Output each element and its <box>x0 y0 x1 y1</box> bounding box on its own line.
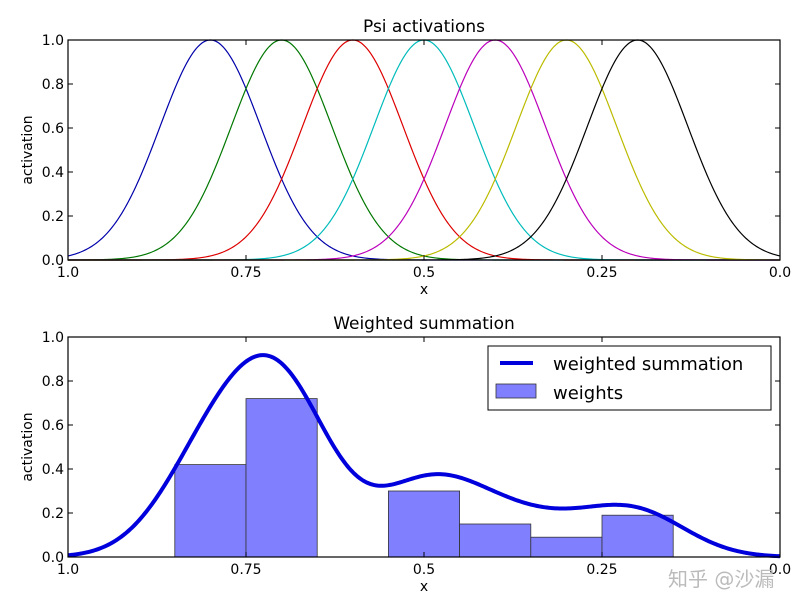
weighted-summation-line <box>67 353 781 559</box>
psi-curve <box>68 39 780 261</box>
y-tick-label: 0.6 <box>42 418 64 434</box>
weighted-summation-plot: Weighted summation x activation 1.0 0.75 0… <box>20 314 791 595</box>
weight-bar <box>530 536 603 558</box>
plot-title: Weighted summation <box>333 314 515 334</box>
weight-bar <box>387 490 460 558</box>
y-tick-label: 0.2 <box>42 209 64 225</box>
watermark: 知乎 @沙漏 <box>668 567 774 591</box>
y-tick-label: 0.6 <box>42 121 64 137</box>
psi-curve <box>68 39 780 261</box>
y-tick-label: 0.2 <box>42 506 64 522</box>
psi-activations-plot: Psi activations x activation 1.0 0.75 0.5 0… <box>20 17 791 298</box>
weight-bar <box>601 514 674 558</box>
psi-curve <box>68 39 780 261</box>
psi-curve <box>67 39 780 261</box>
x-tick-label: 0.75 <box>230 265 261 281</box>
y-tick-label: 0.0 <box>42 253 64 269</box>
legend-box <box>487 345 772 411</box>
y-tick-label: 1.0 <box>42 330 64 346</box>
y-tick-label: 0.8 <box>42 77 64 93</box>
legend-label-weighted-summation: weighted summation <box>553 354 743 375</box>
weight-bar <box>174 464 247 558</box>
x-axis-label: x <box>420 579 428 595</box>
x-tick-label: 0.0 <box>769 562 791 578</box>
psi-curve <box>68 39 781 261</box>
x-tick-label: 0.75 <box>230 562 261 578</box>
y-tick-label: 0.4 <box>42 462 64 478</box>
y-tick-label: 0.0 <box>42 550 64 566</box>
legend-label-weights: weights <box>553 383 623 404</box>
plot-frame <box>67 39 781 261</box>
x-tick-label: 1.0 <box>57 562 79 578</box>
x-axis-label: x <box>420 282 428 298</box>
x-tick-label: 0.5 <box>413 265 435 281</box>
y-axis-label: activation <box>20 115 36 184</box>
weight-bar <box>459 523 532 558</box>
y-axis-label: activation <box>20 412 36 481</box>
y-tick-label: 0.4 <box>42 165 64 181</box>
legend-bar-swatch <box>495 383 537 399</box>
x-tick-label: 0.5 <box>413 562 435 578</box>
plot-title: Psi activations <box>363 17 485 37</box>
y-tick-label: 0.8 <box>42 374 64 390</box>
psi-curve <box>68 39 780 261</box>
weight-bar <box>245 398 318 558</box>
x-tick-label: 0.25 <box>586 265 617 281</box>
x-tick-label: 0.25 <box>586 562 617 578</box>
x-tick-label: 1.0 <box>57 265 79 281</box>
psi-curve <box>68 39 780 261</box>
x-tick-label: 0.0 <box>769 265 791 281</box>
legend: weighted summation weights <box>487 345 772 411</box>
y-tick-label: 1.0 <box>42 33 64 49</box>
